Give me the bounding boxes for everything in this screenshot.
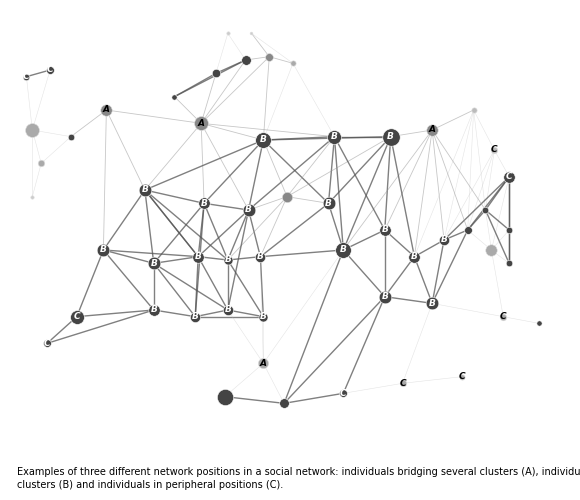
Point: [241, 56, 250, 64]
Text: B: B: [260, 312, 267, 321]
Text: B: B: [201, 199, 208, 208]
Text: A: A: [198, 119, 205, 128]
Text: B: B: [381, 292, 388, 301]
Point: [264, 52, 274, 60]
Text: B: B: [224, 306, 231, 314]
Point: [505, 172, 514, 180]
Point: [259, 360, 268, 368]
Point: [398, 380, 407, 388]
Point: [211, 70, 220, 78]
Point: [457, 372, 466, 380]
Point: [22, 72, 31, 80]
Text: B: B: [411, 252, 418, 261]
Point: [140, 186, 150, 194]
Text: B: B: [387, 132, 394, 141]
Point: [149, 260, 158, 268]
Point: [223, 256, 233, 264]
Text: B: B: [150, 306, 157, 314]
Text: A: A: [260, 359, 267, 368]
Point: [499, 312, 508, 320]
Point: [28, 126, 37, 134]
Text: B: B: [331, 132, 338, 141]
Point: [280, 400, 289, 407]
Text: B: B: [325, 199, 332, 208]
Point: [72, 312, 81, 320]
Text: C: C: [399, 379, 406, 388]
Point: [244, 206, 253, 214]
Point: [191, 312, 200, 320]
Point: [463, 226, 472, 234]
Text: B: B: [224, 256, 231, 264]
Point: [99, 246, 108, 254]
Point: [440, 236, 449, 244]
Text: B: B: [260, 136, 267, 144]
Text: B: B: [192, 312, 199, 321]
Point: [487, 246, 496, 254]
Point: [324, 200, 333, 207]
Point: [170, 92, 179, 100]
Point: [380, 226, 389, 234]
Text: B: B: [100, 246, 107, 254]
Point: [102, 106, 111, 114]
Text: C: C: [47, 66, 53, 74]
Point: [288, 60, 298, 68]
Text: B: B: [245, 206, 252, 214]
Point: [66, 132, 75, 140]
Point: [469, 106, 478, 114]
Text: C: C: [500, 312, 506, 321]
Point: [386, 132, 396, 140]
Text: B: B: [340, 246, 347, 254]
Text: B: B: [195, 252, 202, 261]
Point: [505, 226, 514, 234]
Text: C: C: [458, 372, 465, 381]
Point: [339, 246, 348, 254]
Text: C: C: [44, 339, 50, 348]
Point: [427, 126, 437, 134]
Point: [339, 390, 348, 398]
Point: [223, 306, 233, 314]
Text: A: A: [103, 106, 110, 114]
Text: B: B: [429, 299, 436, 308]
Point: [409, 252, 419, 260]
Point: [28, 192, 37, 200]
Text: B: B: [441, 236, 447, 244]
Text: B: B: [257, 252, 264, 261]
Point: [380, 292, 389, 300]
Point: [330, 132, 339, 140]
Point: [194, 252, 203, 260]
Point: [37, 160, 46, 168]
Point: [505, 260, 514, 268]
Text: C: C: [74, 312, 80, 321]
Point: [256, 252, 265, 260]
Point: [490, 146, 499, 154]
Text: Examples of three different network positions in a social network: individuals b: Examples of three different network posi…: [17, 467, 580, 490]
Text: B: B: [381, 226, 388, 234]
Point: [259, 136, 268, 144]
Point: [220, 392, 230, 400]
Point: [481, 206, 490, 214]
Point: [42, 340, 52, 347]
Text: C: C: [340, 389, 347, 398]
Point: [534, 320, 543, 328]
Point: [223, 30, 233, 38]
Text: A: A: [429, 126, 436, 134]
Point: [197, 120, 206, 128]
Text: C: C: [23, 72, 30, 81]
Point: [259, 312, 268, 320]
Point: [247, 30, 256, 38]
Point: [45, 66, 55, 74]
Point: [282, 192, 292, 200]
Text: C: C: [491, 146, 498, 154]
Text: B: B: [142, 186, 148, 194]
Point: [200, 200, 209, 207]
Point: [149, 306, 158, 314]
Point: [427, 300, 437, 308]
Text: C: C: [506, 172, 513, 181]
Text: B: B: [150, 259, 157, 268]
